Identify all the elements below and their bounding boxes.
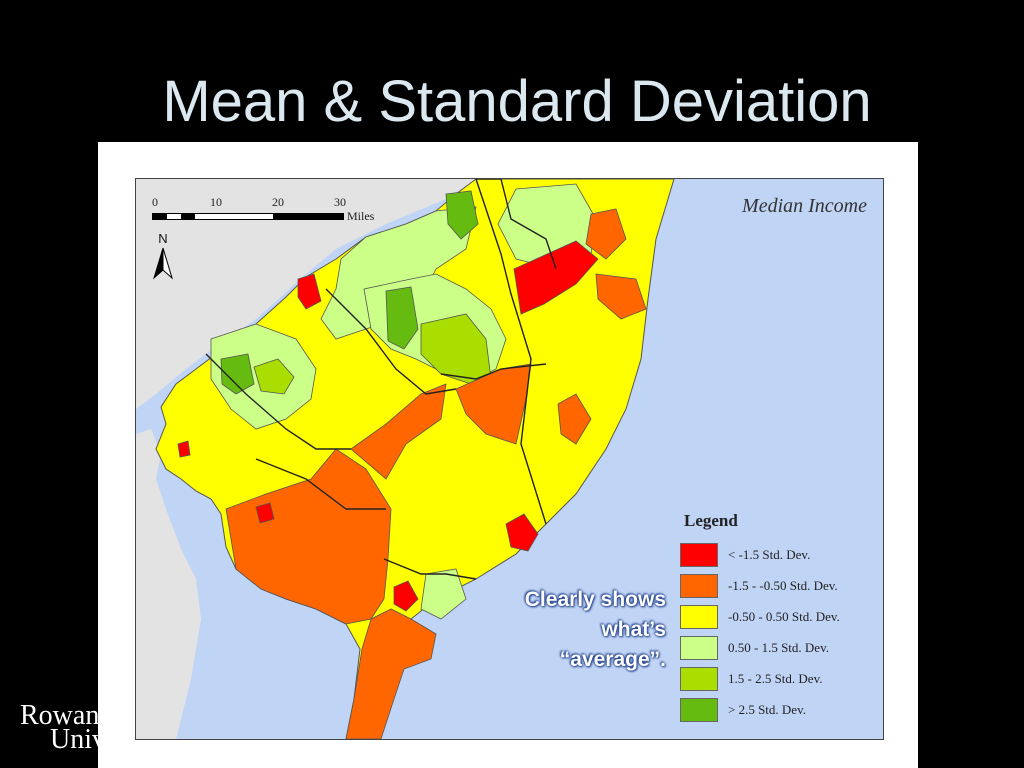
- legend-swatch: [680, 697, 718, 722]
- legend-item: > 2.5 Std. Dev.: [680, 694, 870, 725]
- region-orange-coast-2: [595, 273, 647, 320]
- scale-segments: [152, 213, 344, 220]
- legend-title: Legend: [684, 511, 738, 530]
- rowan-university-logo: Rowan University: [20, 700, 98, 768]
- legend-swatch: [680, 542, 718, 567]
- scale-tick-20: 20: [272, 195, 284, 209]
- legend-item: < -1.5 Std. Dev.: [680, 539, 870, 570]
- scale-tick-0: 0: [152, 195, 158, 209]
- region-orange-cape: [345, 608, 437, 739]
- legend-label: < -1.5 Std. Dev.: [728, 546, 811, 562]
- region-dark-green-n: [445, 190, 479, 240]
- choropleth-map: [136, 179, 675, 739]
- legend-item: -0.50 - 0.50 Std. Dev.: [680, 601, 870, 632]
- legend-label: > 2.5 Std. Dev.: [728, 701, 806, 717]
- legend-swatch: [680, 573, 718, 598]
- logo-line-1: Rowan: [20, 700, 98, 731]
- legend-label: 1.5 - 2.5 Std. Dev.: [728, 670, 823, 686]
- region-light-green-south: [420, 568, 467, 620]
- north-arrow: N: [152, 231, 174, 285]
- scale-tick-30: 30: [334, 195, 346, 209]
- annotation-line-3: “average”.: [559, 648, 666, 671]
- region-red-atlantic: [505, 513, 539, 552]
- county-border-2: [325, 288, 457, 395]
- region-red-south: [255, 502, 275, 524]
- land-outside-southwest: [136, 429, 201, 739]
- north-label: N: [158, 231, 168, 246]
- north-arrow-icon: [153, 247, 173, 280]
- legend: Legend < -1.5 Std. Dev. -1.5 - -0.50 Std…: [680, 511, 870, 725]
- region-orange-coast: [585, 208, 627, 260]
- legend-swatch: [680, 604, 718, 629]
- legend-item: 0.50 - 1.5 Std. Dev.: [680, 632, 870, 663]
- annotation-line-2: what’s: [601, 618, 666, 641]
- region-red-ocean: [513, 240, 599, 315]
- logo-line-2: University: [50, 724, 98, 755]
- county-border-5: [383, 558, 477, 580]
- slide-title: Mean & Standard Deviation: [162, 69, 872, 134]
- county-border-3: [205, 353, 351, 450]
- annotation-line-1: Clearly shows: [524, 588, 666, 611]
- legend-label: 0.50 - 1.5 Std. Dev.: [728, 639, 829, 655]
- scale-tick-10: 10: [210, 195, 222, 209]
- region-dark-green-w: [220, 353, 255, 395]
- land-outside-west: [136, 179, 476, 409]
- legend-swatch: [680, 635, 718, 660]
- map-frame: Median Income 0 10 20 30 Miles N: [135, 178, 884, 740]
- map-title: Median Income: [742, 195, 867, 217]
- annotation-callout: Clearly shows what’s “average”.: [452, 585, 666, 675]
- scale-bar: 0 10 20 30 Miles: [152, 195, 374, 224]
- region-medium-green-w: [253, 358, 295, 395]
- scale-ticks: 0 10 20 30: [152, 195, 352, 209]
- county-border-6: [476, 179, 557, 270]
- region-dark-green: [385, 286, 419, 350]
- county-border-7: [440, 363, 547, 380]
- region-red-north: [297, 273, 322, 310]
- county-border-4: [255, 458, 386, 510]
- scale-unit: Miles: [347, 209, 375, 223]
- legend-item: 1.5 - 2.5 Std. Dev.: [680, 663, 870, 694]
- legend-label: -0.50 - 0.50 Std. Dev.: [728, 608, 840, 624]
- region-orange-south: [225, 448, 392, 625]
- region-red-small: [177, 440, 191, 458]
- legend-swatch: [680, 666, 718, 691]
- legend-item: -1.5 - -0.50 Std. Dev.: [680, 570, 870, 601]
- region-red-cape: [393, 580, 419, 612]
- legend-label: -1.5 - -0.50 Std. Dev.: [728, 577, 838, 593]
- region-orange-ocean-east: [557, 393, 592, 445]
- region-orange-mid: [350, 383, 447, 480]
- county-border-1: [475, 179, 547, 525]
